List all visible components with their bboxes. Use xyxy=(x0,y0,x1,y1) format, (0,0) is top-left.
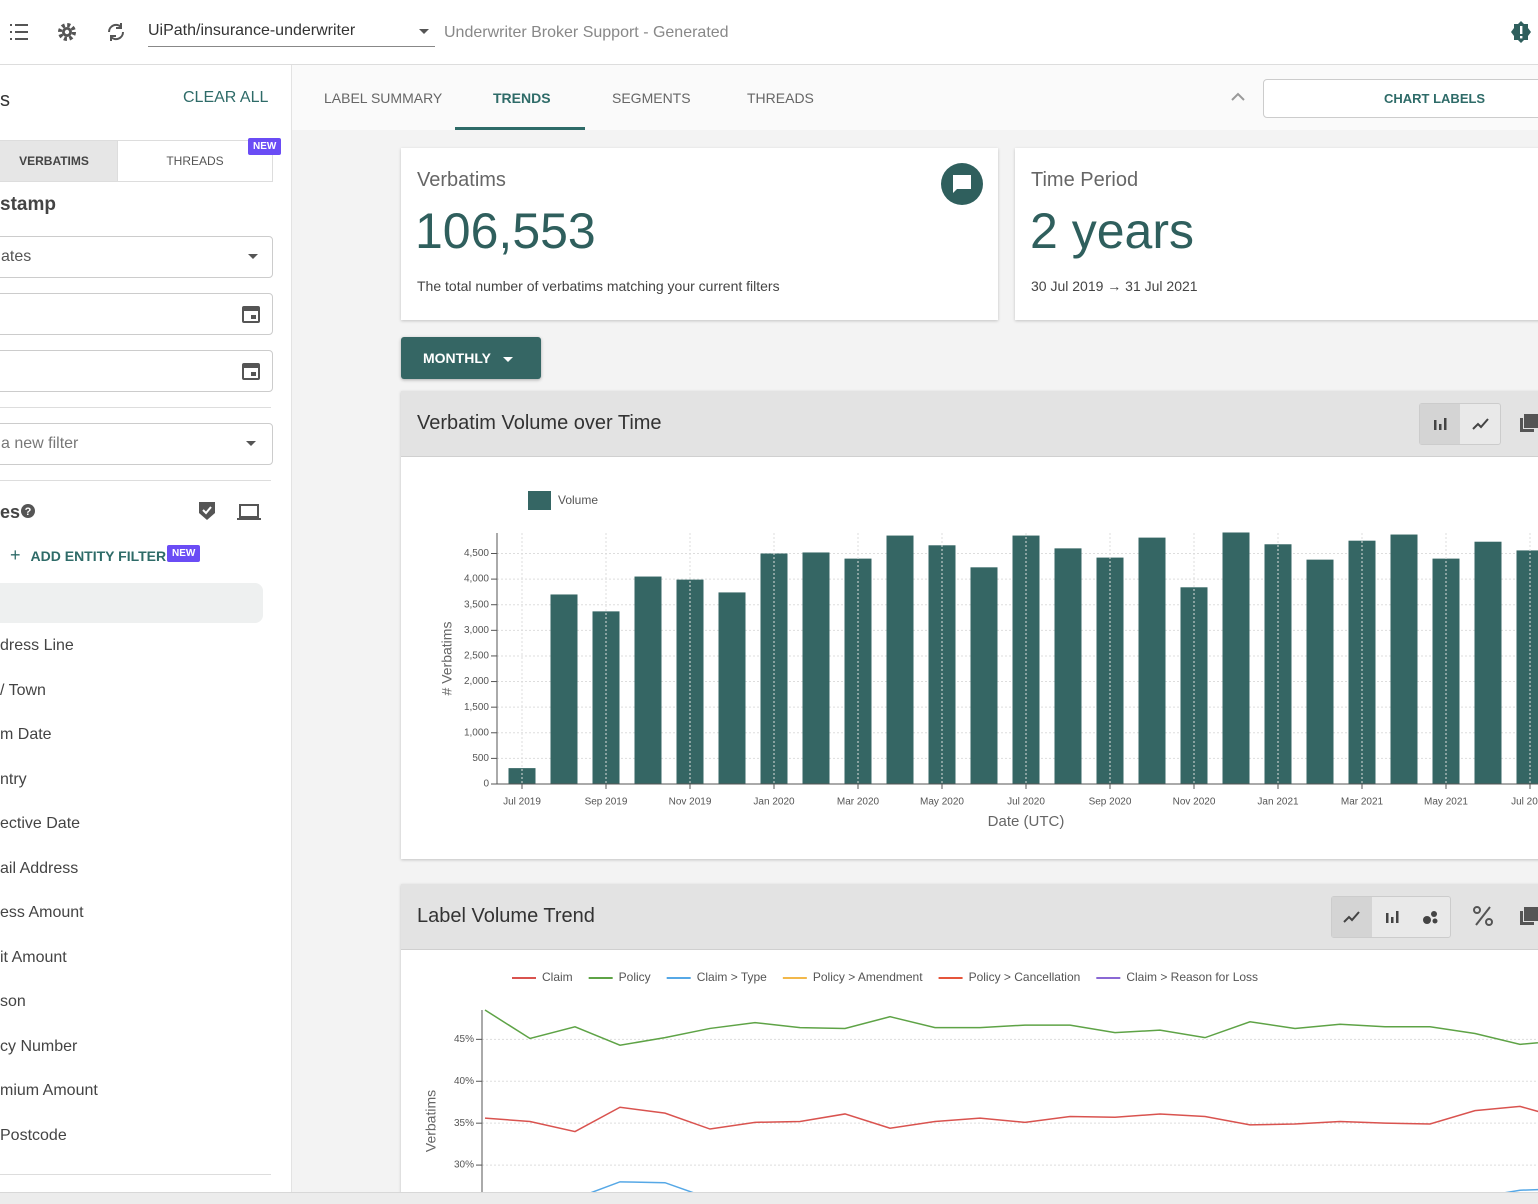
entity-item[interactable]: son xyxy=(0,993,26,1011)
clear-all[interactable]: CLEAR ALL xyxy=(183,89,268,107)
alert-icon[interactable] xyxy=(1509,20,1533,44)
section-title: stamp xyxy=(0,194,56,216)
sidebar: s CLEAR ALL VERBATIMS THREADS NEW stamp … xyxy=(0,65,292,1192)
panel-title: Label Volume Trend xyxy=(417,905,595,928)
chart-labels-button[interactable]: CHART LABELS xyxy=(1263,79,1538,118)
divider xyxy=(0,480,271,481)
tab-label: THREADS xyxy=(166,154,223,168)
menu-icon[interactable] xyxy=(8,20,32,44)
bar-icon[interactable] xyxy=(1432,416,1448,432)
entity-item[interactable]: Postcode xyxy=(0,1127,67,1145)
add-entity-filter[interactable]: +ADD ENTITY FILTER xyxy=(10,545,166,566)
entity-item[interactable]: ective Date xyxy=(0,815,80,833)
calendar-icon[interactable] xyxy=(240,303,262,325)
chart-type-toggle[interactable] xyxy=(1331,896,1451,938)
verbatims-card: Verbatims 106,553 The total number of ve… xyxy=(401,148,998,320)
date-select[interactable]: ates xyxy=(0,236,273,278)
card-value: 2 years xyxy=(1030,202,1194,260)
card-value: 106,553 xyxy=(415,202,596,260)
tab-indicator xyxy=(455,127,585,130)
add-entity-label: ADD ENTITY FILTER xyxy=(31,548,167,564)
select-text: ates xyxy=(1,248,31,266)
filter-select[interactable]: a new filter xyxy=(0,423,273,465)
entity-item[interactable]: mium Amount xyxy=(0,1082,98,1100)
period-button[interactable]: MONTHLY xyxy=(401,337,541,379)
calendar-icon[interactable] xyxy=(240,360,262,382)
card-note: The total number of verbatims matching y… xyxy=(417,278,780,294)
entity-item[interactable]: ail Address xyxy=(0,860,78,878)
new-badge: NEW xyxy=(248,138,281,155)
line-icon[interactable] xyxy=(1343,909,1361,925)
entity-item[interactable]: m Date xyxy=(0,726,52,744)
card-note: 30 Jul 2019 → 31 Jul 2021 xyxy=(1031,278,1198,294)
tab[interactable]: LABEL SUMMARY xyxy=(324,90,442,106)
entities-title: es xyxy=(0,502,20,523)
dropdown-arrow xyxy=(245,440,257,448)
tab-active[interactable]: TRENDS xyxy=(493,90,551,106)
entity-search[interactable] xyxy=(0,583,263,623)
time-period-card: Time Period 2 years 30 Jul 2019 → 31 Jul… xyxy=(1015,148,1538,320)
dropdown-arrow xyxy=(247,253,259,261)
top-bar: UiPath/insurance-underwriter Underwriter… xyxy=(0,0,1538,65)
message-icon xyxy=(941,163,983,205)
divider xyxy=(0,407,271,408)
svg-text:?: ? xyxy=(25,506,32,518)
tab[interactable]: SEGMENTS xyxy=(612,90,691,106)
bar-icon[interactable] xyxy=(1384,909,1400,925)
entity-item[interactable]: it Amount xyxy=(0,949,67,967)
collapse-icon[interactable] xyxy=(1230,91,1246,103)
end-date[interactable] xyxy=(0,350,273,392)
refresh-icon[interactable] xyxy=(104,20,128,44)
volume-panel: Verbatim Volume over Time xyxy=(401,391,1538,859)
entity-item[interactable]: cy Number xyxy=(0,1038,77,1056)
start-date[interactable] xyxy=(0,293,273,335)
entity-item[interactable]: / Town xyxy=(0,682,46,700)
project-select[interactable]: UiPath/insurance-underwriter xyxy=(148,22,435,47)
tab[interactable]: THREADS xyxy=(747,90,814,106)
add-icon[interactable] xyxy=(1519,906,1538,926)
tab-label: VERBATIMS xyxy=(19,154,89,168)
select-text: a new filter xyxy=(1,435,78,453)
help-icon[interactable]: ? xyxy=(20,503,36,519)
panel-title: Verbatim Volume over Time xyxy=(417,412,662,435)
dataset-name: Underwriter Broker Support - Generated xyxy=(444,24,729,42)
percent-icon[interactable] xyxy=(1471,904,1495,928)
dropdown-arrow xyxy=(503,357,513,363)
settings-icon[interactable] xyxy=(56,20,80,44)
button-label: CHART LABELS xyxy=(1384,91,1485,106)
card-title: Time Period xyxy=(1031,169,1138,192)
entity-item[interactable]: dress Line xyxy=(0,637,74,655)
label-trend-panel: Label Volume Trend xyxy=(401,884,1538,1204)
project-name: UiPath/insurance-underwriter xyxy=(148,22,355,39)
line-icon[interactable] xyxy=(1472,416,1490,432)
card-title: Verbatims xyxy=(417,169,506,192)
entity-item[interactable]: ess Amount xyxy=(0,904,84,922)
tab-verbatims[interactable]: VERBATIMS xyxy=(0,140,118,182)
divider xyxy=(0,1174,271,1175)
entity-item[interactable]: ntry xyxy=(0,771,27,789)
laptop-icon[interactable] xyxy=(236,501,262,523)
dropdown-arrow xyxy=(418,28,430,36)
verify-icon[interactable] xyxy=(196,500,218,522)
sidebar-title: s xyxy=(0,89,10,112)
new-badge: NEW xyxy=(167,545,200,562)
bottom-edge xyxy=(0,1192,1538,1204)
add-icon[interactable] xyxy=(1519,413,1538,433)
button-label: MONTHLY xyxy=(423,350,491,366)
scatter-icon[interactable] xyxy=(1422,909,1440,925)
chart-type-toggle[interactable] xyxy=(1419,403,1501,445)
